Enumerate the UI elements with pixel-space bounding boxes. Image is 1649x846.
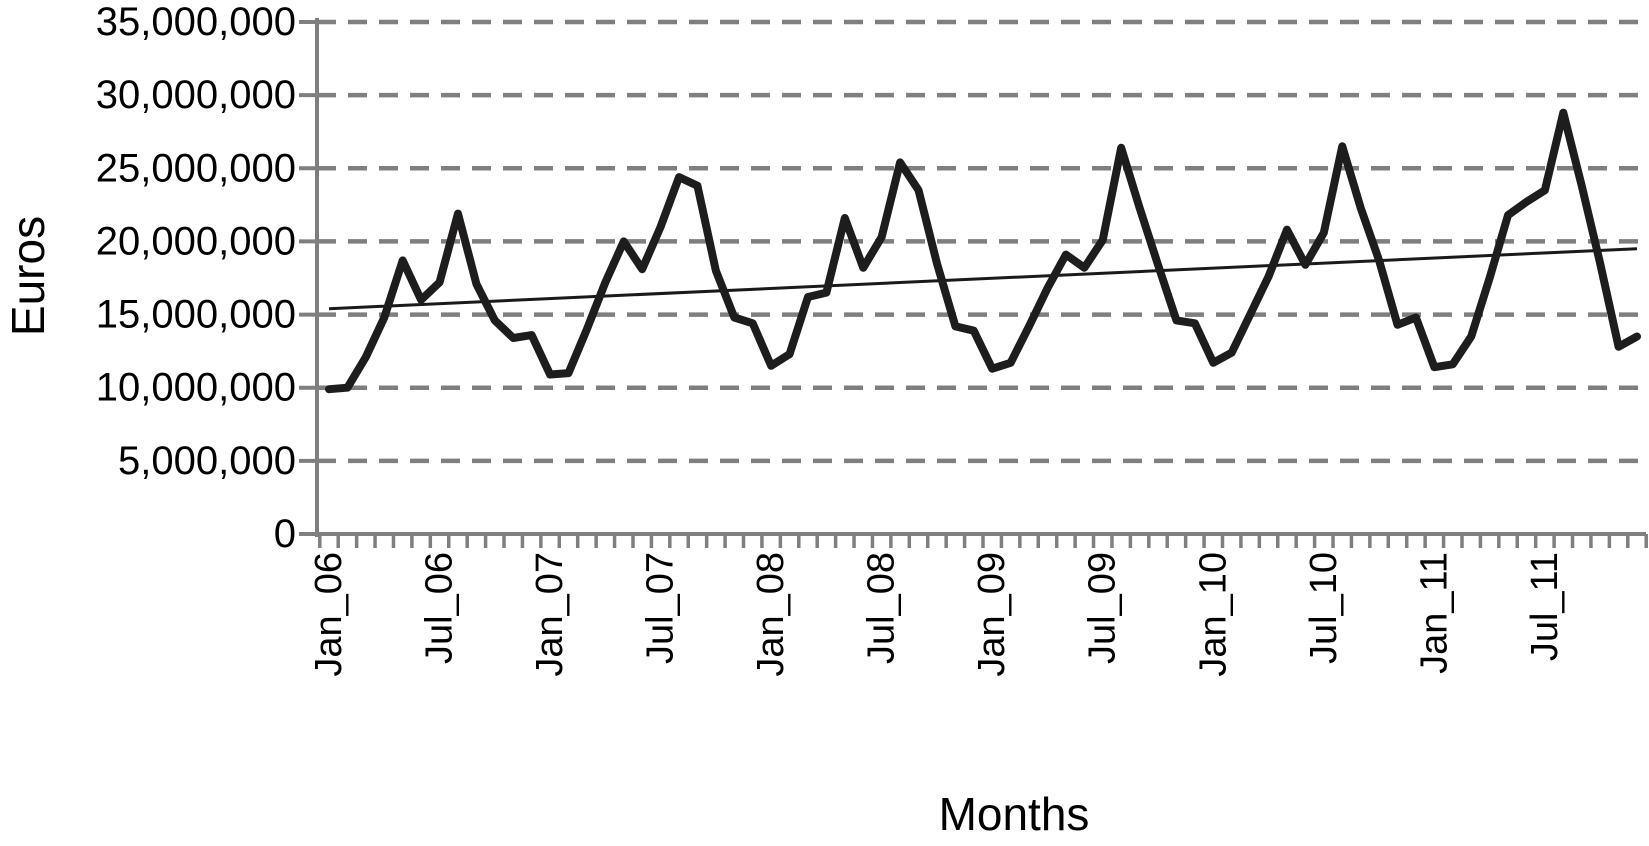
- y-axis-tick-label: 10,000,000: [96, 366, 296, 410]
- x-axis-tick-label: Jan_06: [308, 552, 350, 677]
- x-axis-tick-label: Jul_11: [1524, 552, 1566, 661]
- y-axis-tick-label: 35,000,000: [96, 0, 296, 44]
- x-axis-tick-label: Jul_08: [861, 552, 903, 664]
- x-axis-tick-label: Jan_10: [1192, 552, 1234, 677]
- x-axis-tick-label: Jan_08: [750, 552, 792, 677]
- y-axis-tick-label: 0: [274, 512, 296, 556]
- y-axis-tick-label: 5,000,000: [118, 439, 296, 483]
- x-axis-tick-label: Jul_09: [1082, 552, 1124, 664]
- x-axis-tick-label: Jul_10: [1303, 552, 1345, 664]
- x-axis-tick-label: Jan_09: [971, 552, 1013, 677]
- y-axis-tick-label: 20,000,000: [96, 219, 296, 263]
- y-axis-tick-label: 25,000,000: [96, 146, 296, 190]
- x-axis-tick-label: Jan_07: [529, 552, 571, 677]
- x-axis-tick-label: Jan_11: [1413, 552, 1455, 674]
- x-axis-title: Months: [939, 788, 1090, 840]
- y-axis-tick-label: 30,000,000: [96, 73, 296, 117]
- euros-data-line: [325, 108, 1641, 394]
- plot-area: 0 5,000,000 10,000,000 15,000,000 20,000,000…: [96, 0, 1648, 677]
- x-axis-tick-label: Jul_07: [640, 552, 682, 664]
- y-axis-title: Euros: [2, 216, 54, 336]
- trend-line: [328, 247, 1638, 311]
- y-axis-tick-label: 15,000,000: [96, 293, 296, 337]
- x-axis-tick-label: Jul_06: [419, 552, 461, 664]
